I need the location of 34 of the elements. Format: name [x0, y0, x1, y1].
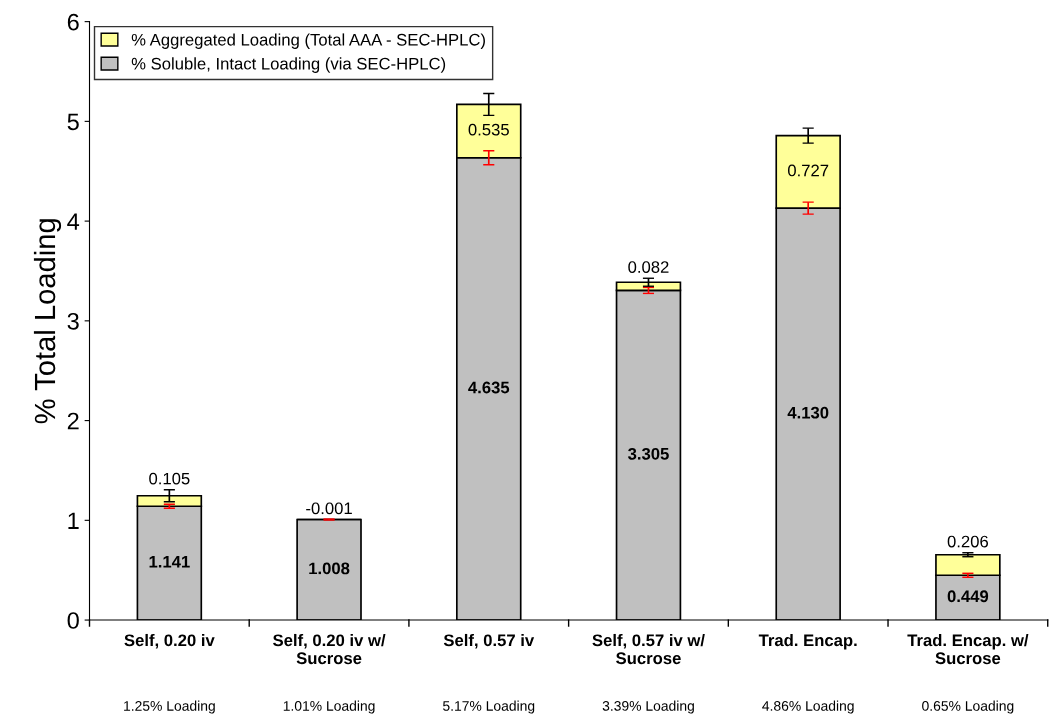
- y-tick-label: 0: [67, 612, 79, 629]
- data-label: 0.206: [947, 535, 989, 548]
- data-label: 3.305: [628, 447, 669, 460]
- text: 5.17% Loading: [442, 700, 535, 714]
- y-tick-label: 5: [67, 113, 79, 131]
- data-label: 0.727: [787, 164, 829, 177]
- y-tick-label: 4: [67, 213, 80, 230]
- text: 4.86% Loading: [762, 700, 854, 714]
- y-axis-title: % Total Loading: [33, 219, 62, 424]
- y-tick-label: 2: [67, 412, 79, 430]
- data-label: 1.008: [309, 562, 350, 575]
- x-tick-label: Self, 0.57 iv w/ Sucrose: [592, 633, 705, 665]
- text: 3.39% Loading: [602, 700, 694, 714]
- text: 1.01% Loading: [283, 700, 375, 714]
- y-tick-label: 6: [67, 13, 79, 31]
- text: 0.65% Loading: [922, 700, 1014, 714]
- legend-label: % Aggregated Loading (Total AAA - SEC-HPLC): [131, 33, 485, 49]
- data-label: 0.535: [468, 123, 509, 136]
- data-label: 0.449: [947, 590, 989, 603]
- data-label: 4.130: [787, 406, 829, 419]
- x-tick-label: Trad. Encap. w/ Sucrose: [907, 633, 1029, 665]
- y-tick-label: 3: [67, 312, 79, 330]
- data-label: 0.082: [628, 261, 669, 273]
- x-tick-label: Self, 0.57 iv: [443, 633, 535, 649]
- y-tick-label: 1: [68, 512, 79, 529]
- x-tick-label: Self, 0.20 iv w/ Sucrose: [273, 633, 386, 665]
- data-label: 1.141: [149, 556, 190, 568]
- legend-label: % Soluble, Intact Loading (via SEC-HPLC): [131, 57, 446, 73]
- text: 1.25% Loading: [124, 700, 215, 714]
- text: -0.001: [306, 502, 352, 515]
- data-label: 4.635: [468, 381, 510, 394]
- data-label: 0.105: [149, 472, 190, 485]
- x-tick-label: Trad. Encap.: [758, 633, 857, 650]
- x-tick-label: Self, 0.20 iv: [124, 633, 215, 649]
